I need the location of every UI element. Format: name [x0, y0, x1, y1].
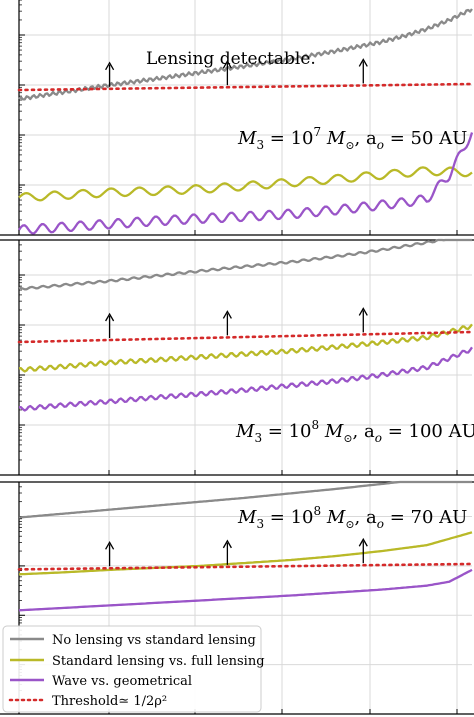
arrow-head — [358, 307, 368, 316]
panel-1 — [0, 0, 474, 236]
legend-box — [2, 625, 262, 713]
detectable-arrow — [222, 59, 232, 86]
detectable-arrow — [358, 537, 368, 564]
series-threshold — [17, 330, 474, 344]
detectable-arrow — [222, 539, 232, 565]
detectable-arrow — [358, 58, 368, 84]
arrow-head — [358, 537, 368, 547]
arrow-head — [222, 310, 232, 319]
legend-label-threshold: Threshold≃ 1/2ρ² — [52, 694, 167, 709]
series-no-lensing — [18, 8, 473, 101]
arrow-head — [105, 61, 115, 71]
detectable-arrow — [105, 540, 115, 567]
detectable-arrow — [358, 307, 368, 333]
panel-1-label: M3 = 107 M⊙, ao = 50 AU — [237, 125, 467, 152]
detectable-arrow — [105, 61, 115, 87]
arrow-head — [358, 58, 368, 67]
series-wave-geo — [18, 568, 473, 612]
arrow-head — [105, 540, 115, 550]
panel-3-label: M3 = 108 M⊙, ao = 70 AU — [237, 504, 467, 531]
series-threshold — [17, 82, 474, 92]
series-wave-geo — [18, 132, 474, 235]
series-threshold — [17, 562, 474, 571]
series-standard-full — [18, 166, 473, 202]
annotation-lensing-detectable: Lensing detectable. — [146, 49, 316, 69]
panel-2 — [0, 238, 474, 476]
panel-2-label: M3 = 108 M⊙, ao = 100 AU — [235, 418, 474, 445]
series-standard-full — [18, 531, 473, 576]
series-wave-geo — [18, 346, 473, 412]
legend: No lensing vs standard lensing Standard … — [2, 625, 265, 713]
legend-label-no-lensing: No lensing vs standard lensing — [52, 633, 256, 648]
series-standard-full — [18, 323, 473, 373]
legend-label-wave-geo: Wave vs. geometrical — [52, 674, 192, 689]
arrow-head — [222, 539, 232, 549]
arrow-head — [105, 312, 115, 322]
series-no-lensing — [18, 480, 472, 519]
series-no-lensing — [18, 238, 472, 291]
legend-label-standard-full: Standard lensing vs. full lensing — [52, 654, 265, 669]
arrow-head — [222, 59, 232, 69]
detectable-arrow — [222, 310, 232, 336]
detectable-arrow — [105, 312, 115, 338]
